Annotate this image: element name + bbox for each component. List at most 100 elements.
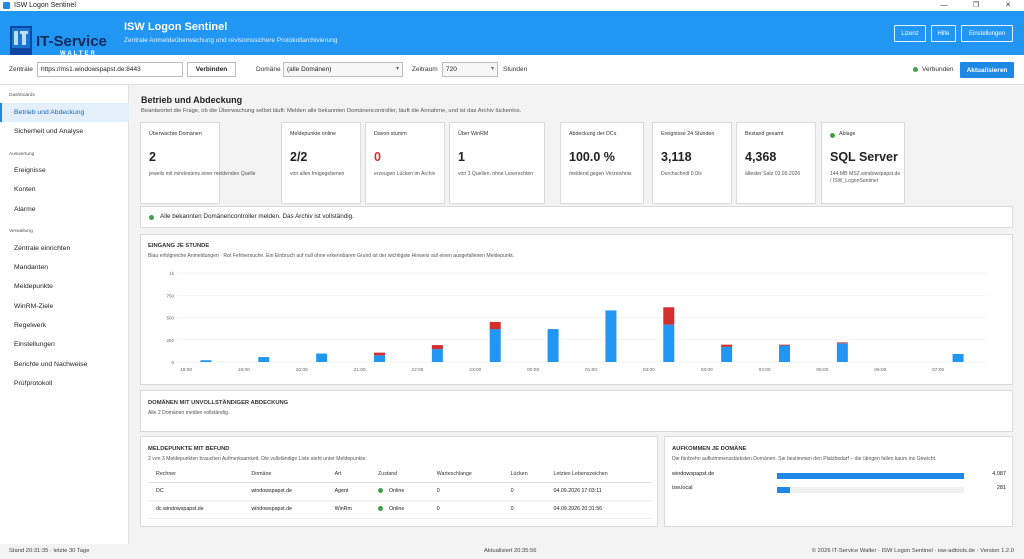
bar-failure [721,344,733,347]
bar-success [374,355,385,362]
sidebar-item-ereignisse[interactable]: Ereignisse [14,167,46,174]
sidebar-item-meldepunkte[interactable]: Meldepunkte [14,283,53,290]
bar-success [836,343,848,362]
y-tick-label: 0 [171,360,174,365]
sidebar-item-winrm[interactable]: WinRM-Ziele [14,303,54,310]
table-row[interactable]: DC windowspapst.de Agent Online 0 0 04.09.20… [148,482,652,501]
status-center: Aktualisiert 20:35:56 [484,548,537,554]
status-left: Stand 20:31:35 · letzte 30 Tage [9,548,90,554]
x-tick-label: 19:00 [238,367,250,373]
connection-status: Verbunden [922,66,954,73]
x-tick-label: 23:00 [469,367,481,373]
connect-button[interactable]: Verbinden [187,62,236,77]
sidebar-item-pruefprotokoll[interactable]: Prüfprotokoll [14,380,53,387]
app-icon [3,2,10,9]
chart-subtitle: Blau erfolgreiche Anmeldungen · Rot Fehl… [148,253,515,259]
bar-failure [374,352,385,356]
app-header: IT-Service WALTER ISW Logon Sentinel Zen… [0,11,1024,57]
chart-title: EINGANG JE STUNDE [148,243,210,249]
bar-success [663,324,675,362]
meldepunkte-subtitle: 2 von 3 Meldepunkten brauchen Aufmerksam… [148,456,367,462]
svg-text:WALTER: WALTER [60,51,97,57]
domain-row: windowspapst.de 4,087 [672,471,1006,479]
sidebar-section-verwaltung: Verwaltung [9,229,33,234]
domain-label: Domäne [256,66,281,73]
app-title: ISW Logon Sentinel [124,21,228,33]
x-tick-label: 02:00 [643,367,655,373]
hourly-chart-card: EINGANG JE STUNDE Blau erfolgreiche Anme… [140,234,1013,385]
y-tick-label: 250 [166,338,174,343]
x-tick-label: 22:00 [411,367,423,373]
domain-volume-bar [777,473,964,479]
license-button[interactable]: Lizenz [894,25,926,42]
central-label: Zentrale [9,66,33,73]
y-tick-label: 1k [169,271,175,276]
sidebar-item-alarme[interactable]: Alarme [14,206,36,213]
column-header: Rechner [148,467,244,483]
app-subtitle: Zentrale Anmeldeüberwachung und revision… [124,37,338,44]
sidebar-item-berichte[interactable]: Berichte und Nachweise [14,361,88,368]
close-icon[interactable]: ✕ [1005,2,1011,9]
coverage-title: DOMÄNEN MIT UNVOLLSTÄNDIGER ABDECKUNG [148,400,289,406]
minimize-icon[interactable]: — [940,2,948,9]
online-status-icon [378,506,384,512]
kpi-card: Bestand gesamt 4,368 ältester Satz 03.09.2… [736,122,816,204]
domains-card: AUFKOMMEN JE DOMÄNE Die fünfzehn aufkomm… [664,436,1013,527]
column-header: Warteschlange [428,467,503,483]
bar-failure [431,345,443,350]
column-header: Domäne [243,467,327,483]
sidebar-item-regelwerk[interactable]: Regelwerk [14,322,47,329]
status-bar: Stand 20:31:35 · letzte 30 Tage Aktualis… [0,544,1024,559]
y-tick-label: 500 [166,316,174,321]
x-tick-label: 21:00 [354,367,366,373]
alert-text: Alle bekannten Domänencontroller melden.… [160,213,354,220]
x-tick-label: 05:00 [816,367,828,373]
x-tick-label: 20:00 [296,367,308,373]
kpi-card: Davon stumm 0 erzeugen Lücken im Archiv [365,122,445,204]
central-url-input[interactable]: https://ms1.windowspapst.de:8443 [37,62,183,77]
sidebar-item-konten[interactable]: Konten [14,186,36,193]
sidebar: Dashboards Betrieb und Abdeckung Sicherh… [0,85,129,544]
x-tick-label: 07:00 [932,367,944,373]
meldepunkte-card: MELDEPUNKTE MIT BEFUND 2 von 3 Meldepunk… [140,436,658,527]
x-tick-label: 18:00 [180,367,192,373]
x-tick-label: 03:00 [701,367,713,373]
table-row[interactable]: dc.windowspapst.de windowspapst.de WinRm O… [148,500,652,519]
kpi-card: Abdeckung der DCs 100.0 % meldend gegen Ve… [560,122,644,204]
online-status-icon [378,488,384,494]
period-unit: Stunden [503,66,528,73]
bar-success [547,329,559,362]
page-subtitle: Beantwortet die Frage, ob die Überwachun… [141,108,522,114]
sidebar-item-mandanten[interactable]: Mandanten [14,264,49,271]
domain-row: isw.local 281 [672,485,1006,493]
domain-select[interactable]: (alle Domänen) ▾ [283,62,403,77]
bar-success [258,357,270,362]
sidebar-item-zentrale[interactable]: Zentrale einrichten [14,245,71,252]
bar-failure [836,342,848,344]
domain-volume-bar [777,487,790,493]
bar-failure [663,307,675,325]
sidebar-item-sicherheit[interactable]: Sicherheit und Analyse [14,128,84,135]
x-tick-label: 00:00 [527,367,539,373]
sidebar-section-dashboards: Dashboards [9,93,35,98]
settings-button[interactable]: Einstellungen [961,25,1013,42]
x-tick-label: 01:00 [585,367,597,373]
sidebar-item-betrieb[interactable]: Betrieb und Abdeckung [0,103,129,122]
status-alert: Alle bekannten Domänencontroller melden.… [140,206,1013,228]
meldepunkte-table: Rechner Domäne Art Zustand Warteschlange… [148,467,652,519]
storage-status-icon [830,133,835,138]
y-tick-label: 750 [166,293,174,298]
x-tick-label: 04:00 [759,367,771,373]
refresh-button[interactable]: Aktualisieren [960,62,1014,78]
kpi-card: Meldepunkte online 2/2 von allen freigegeb… [281,122,361,204]
svg-text:IT-Service: IT-Service [36,33,107,50]
coverage-card: DOMÄNEN MIT UNVOLLSTÄNDIGER ABDECKUNG Al… [140,390,1013,432]
maximize-icon[interactable]: ❐ [972,2,980,9]
kpi-card-storage: Ablage SQL Server 144 MB MSZ.windowspapst.… [821,122,905,204]
kpi-card: Über WinRM 1 von 3 Quellen, ohne Leserecht… [449,122,545,204]
window-titlebar: ISW Logon Sentinel — ❐ ✕ [0,0,1024,11]
sidebar-item-einstellungen[interactable]: Einstellungen [14,341,55,348]
period-select[interactable]: 720 ▾ [442,62,498,77]
ok-status-icon [149,215,154,220]
help-button[interactable]: Hilfe [931,25,956,42]
